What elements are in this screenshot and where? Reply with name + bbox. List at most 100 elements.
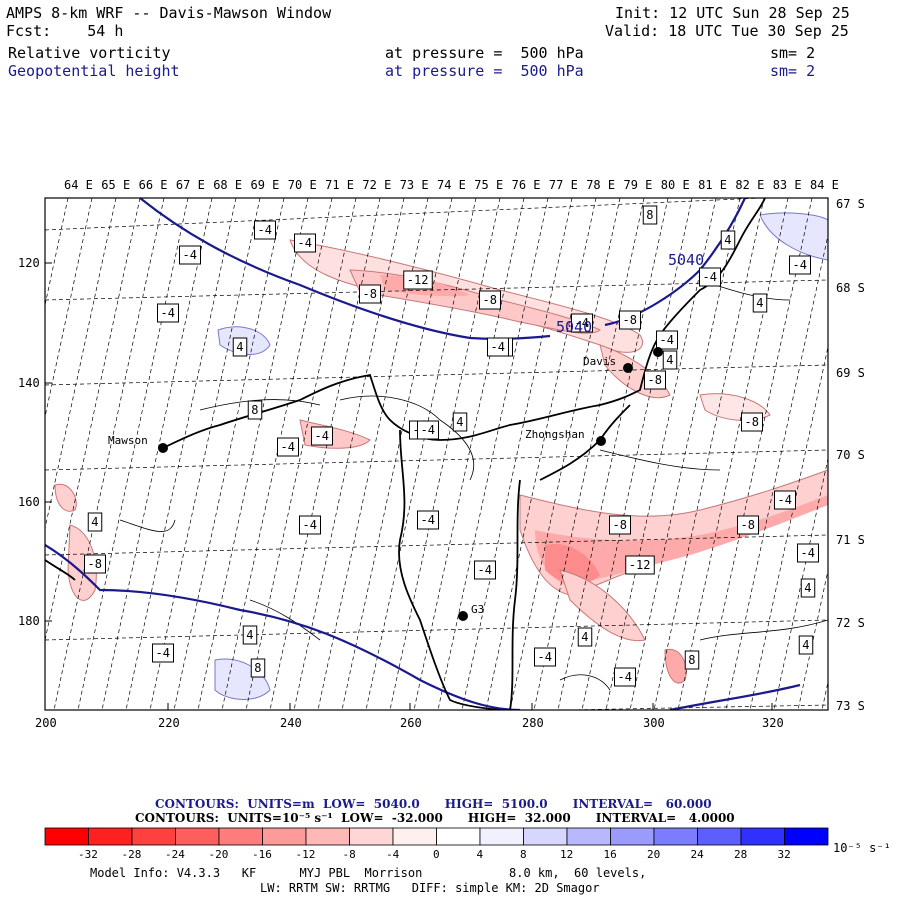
colorbar-segment — [653, 827, 698, 846]
vorticity-label: 8 — [646, 208, 653, 222]
lon-label: 83 E — [773, 178, 802, 192]
title: AMPS 8-km WRF -- Davis-Mawson Window — [6, 4, 332, 22]
colorbar-segment — [262, 827, 307, 846]
station-marker — [458, 611, 468, 621]
lon-label: 72 E — [362, 178, 391, 192]
vorticity-label-box — [619, 310, 641, 330]
colorbar-unit: 10⁻⁵ s⁻¹ — [833, 841, 891, 855]
vorticity-label: 4 — [246, 628, 253, 642]
vorticity-label-box — [232, 337, 248, 357]
field-vorticity-name: Relative vorticity — [8, 44, 171, 62]
colorbar-tick: 8 — [520, 848, 527, 861]
vorticity-label: -12 — [407, 273, 429, 287]
colorbar-tick: -4 — [386, 848, 400, 861]
vorticity-label-box — [152, 643, 174, 663]
vorticity-label-box — [789, 255, 811, 275]
station-name: Zhongshan — [525, 428, 585, 441]
colorbar-tick: 16 — [604, 848, 617, 861]
vorticity-label-box — [254, 220, 276, 240]
colorbar-segment — [610, 827, 655, 846]
colorbar-segment — [697, 827, 742, 846]
vorticity-label: -4 — [618, 670, 632, 684]
lon-label: 79 E — [624, 178, 653, 192]
vorticity-label-box — [479, 290, 501, 310]
height-contour-label: 5040 — [668, 251, 704, 269]
field-height-name: Geopotential height — [8, 62, 180, 80]
lon-label: 66 E — [139, 178, 168, 192]
vorticity-label-box — [571, 313, 593, 333]
vorticity-label-box — [577, 627, 593, 647]
colorbar-tick: 32 — [778, 848, 791, 861]
colorbar-tick: -24 — [165, 848, 185, 861]
vorticity-label: -4 — [703, 270, 717, 284]
lat-label: 68 S — [836, 281, 865, 295]
vorticity-label: -4 — [298, 236, 312, 250]
colorbar-tick: 20 — [647, 848, 660, 861]
field-vorticity-smooth: sm= 2 — [770, 44, 816, 62]
lon-label: 81 E — [698, 178, 727, 192]
colorbar-segment — [479, 827, 524, 846]
colorbar-segment — [523, 827, 568, 846]
vorticity-label-box — [720, 230, 736, 250]
colorbar-tick: -20 — [209, 848, 229, 861]
station-name: Mawson — [108, 434, 148, 447]
y-tick-label: 140 — [18, 376, 40, 390]
model-info-line1: Model Info: V4.3.3 KF MYJ PBL Morrison 8… — [90, 866, 647, 880]
x-tick-label: 300 — [643, 716, 665, 730]
field-height-smooth: sm= 2 — [770, 62, 816, 80]
vorticity-label-box — [277, 437, 299, 457]
colorbar-segment — [218, 827, 263, 846]
vorticity-label-box — [642, 205, 658, 225]
colorbar-tick: -12 — [296, 848, 316, 861]
vorticity-label-box — [417, 420, 439, 440]
vorticity-label-box — [242, 625, 258, 645]
lon-label: 71 E — [325, 178, 354, 192]
vorticity-label: 8 — [254, 661, 261, 675]
vorticity-label-box — [403, 270, 433, 290]
vorticity-label: 4 — [236, 340, 243, 354]
vorticity-label: 8 — [688, 653, 695, 667]
contour-height-info: CONTOURS: UNITS=m LOW= 5040.0 HIGH= 5100… — [155, 797, 712, 811]
vorticity-label-box — [474, 560, 496, 580]
vorticity-label: 4 — [91, 515, 98, 529]
colorbar-tick: 12 — [560, 848, 573, 861]
lon-label: 77 E — [549, 178, 578, 192]
vorticity-label: -8 — [613, 518, 627, 532]
vorticity-label-box — [797, 543, 819, 563]
vorticity-label-box — [534, 647, 556, 667]
lon-label: 73 E — [400, 178, 429, 192]
colorbar-segment — [88, 827, 133, 846]
lon-label: 84 E — [810, 178, 839, 192]
lon-label: 75 E — [474, 178, 503, 192]
colorbar-segment — [131, 827, 176, 846]
vorticity-label-box — [157, 303, 179, 323]
forecast-hour: Fcst: 54 h — [6, 22, 124, 40]
vorticity-label: -8 — [745, 415, 759, 429]
field-height-level: at pressure = 500 hPa — [385, 62, 584, 80]
vorticity-label: -4 — [801, 546, 815, 560]
vorticity-label-box — [774, 490, 796, 510]
x-tick-label: 260 — [400, 716, 422, 730]
colorbar-segment — [175, 827, 220, 846]
colorbar-segment — [740, 827, 785, 846]
init-time: Init: 12 UTC Sun 28 Sep 25 — [615, 4, 850, 22]
field-vorticity-level: at pressure = 500 hPa — [385, 44, 584, 62]
vorticity-label: -4 — [183, 248, 197, 262]
colorbar-segment — [44, 827, 89, 846]
vorticity-label-box — [737, 515, 759, 535]
vorticity-label-box — [656, 330, 678, 350]
lon-label: 80 E — [661, 178, 690, 192]
lat-label: 73 S — [836, 699, 865, 713]
vorticity-label-box — [614, 667, 636, 687]
vorticity-label: -4 — [538, 650, 552, 664]
vorticity-label-box — [487, 337, 509, 357]
station-marker — [158, 443, 168, 453]
colorbar-segment — [436, 827, 481, 846]
vorticity-label-box — [299, 515, 321, 535]
valid-time: Valid: 18 UTC Tue 30 Sep 25 — [605, 22, 849, 40]
vorticity-label: -4 — [575, 316, 589, 330]
lon-label: 68 E — [213, 178, 242, 192]
vorticity-label: -4 — [660, 333, 674, 347]
vorticity-label-box — [609, 515, 631, 535]
colorbar-tick: -32 — [78, 848, 98, 861]
